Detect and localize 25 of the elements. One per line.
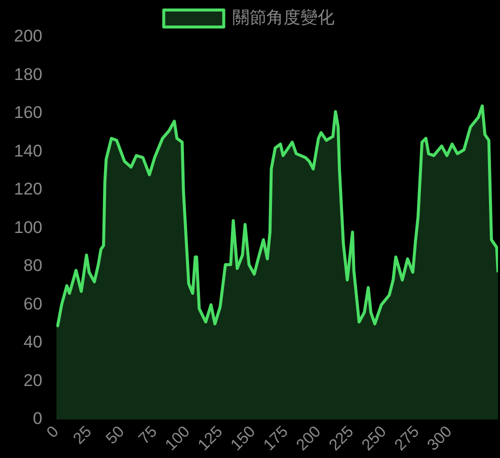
x-tick-label: 175 (260, 423, 292, 454)
x-tick-label: 150 (228, 423, 259, 454)
y-tick-label: 80 (23, 256, 42, 276)
x-tick-label: 225 (326, 423, 358, 454)
y-tick-label: 60 (23, 294, 42, 314)
y-tick-label: 140 (14, 141, 42, 160)
y-tick-label: 180 (14, 64, 42, 84)
x-tick-label: 125 (195, 423, 226, 454)
legend-label: 關節角度變化 (232, 8, 334, 28)
x-tick-label: 200 (294, 423, 324, 454)
x-tick-label: 25 (70, 423, 96, 448)
x-tick-label: 300 (424, 423, 456, 454)
x-tick-label: 100 (162, 423, 194, 454)
y-tick-label: 100 (14, 218, 42, 237)
y-tick-label: 160 (14, 103, 42, 122)
x-tick-label: 50 (103, 423, 128, 448)
x-tick-label: 0 (44, 423, 62, 442)
y-tick-label: 0 (32, 409, 42, 428)
x-tick-label: 275 (392, 423, 423, 454)
y-tick-label: 20 (23, 370, 42, 390)
x-tick-label: 250 (359, 423, 390, 454)
y-tick-label: 200 (14, 26, 42, 46)
y-tick-label: 120 (14, 180, 42, 199)
x-tick-label: 75 (136, 423, 161, 448)
y-tick-label: 40 (23, 332, 42, 352)
